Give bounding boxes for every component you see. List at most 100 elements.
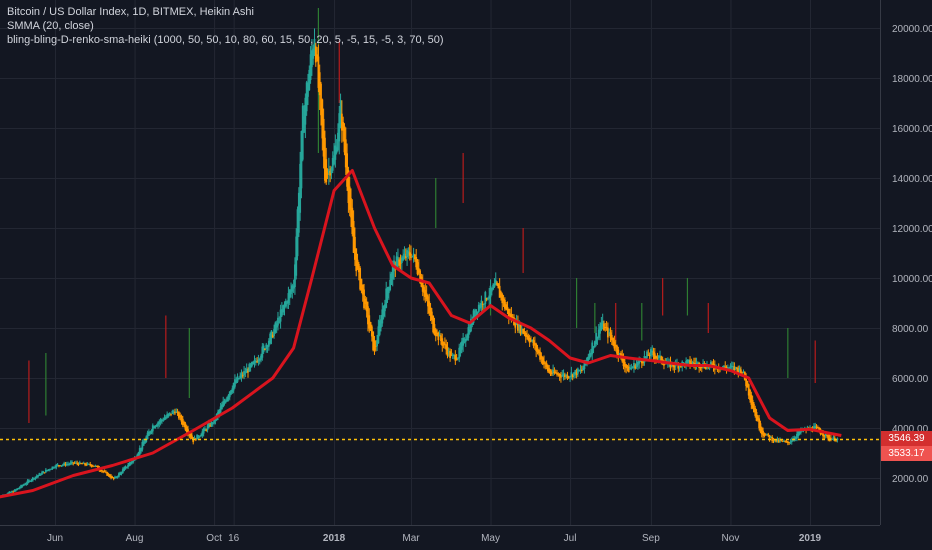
candle-body xyxy=(50,468,52,470)
heikin-ashi-candles xyxy=(0,28,839,498)
candle-body xyxy=(724,366,727,368)
candle-body xyxy=(269,333,272,344)
candle-body xyxy=(771,436,774,442)
candle-body xyxy=(239,375,242,379)
time-axis[interactable]: Jun Aug Oct 16 2018 Mar May Jul Sep Nov 2019 xyxy=(47,533,822,544)
candle-body xyxy=(789,441,792,443)
candle-body xyxy=(797,431,800,437)
candle-body xyxy=(582,367,585,371)
candle-body xyxy=(447,351,450,353)
candle-body xyxy=(636,361,639,366)
candle-body xyxy=(639,360,642,362)
candle-body xyxy=(270,330,273,339)
candle-body xyxy=(86,463,89,465)
candle-body xyxy=(132,459,135,463)
candle-body xyxy=(831,438,834,440)
price-tick-label: 12000.00 xyxy=(892,224,932,235)
candle-body xyxy=(816,427,819,429)
candle-body xyxy=(814,425,817,429)
candle-body xyxy=(131,461,133,464)
candle-body xyxy=(672,364,674,367)
candle-body xyxy=(292,285,295,289)
time-tick-label: 16 xyxy=(228,533,240,544)
candle-body xyxy=(108,474,111,478)
candle-body xyxy=(532,340,535,346)
candle-body xyxy=(514,321,517,328)
candle-body xyxy=(18,487,21,489)
candle-body xyxy=(471,320,474,326)
symbol-title[interactable]: Bitcoin / US Dollar Index, 1D, BITMEX, H… xyxy=(7,6,254,18)
candle-body xyxy=(247,370,249,373)
candle-body xyxy=(827,435,830,440)
candle-body xyxy=(510,314,513,320)
candle-body xyxy=(437,332,440,341)
candle-body xyxy=(449,351,452,359)
candle-body xyxy=(180,416,183,422)
candle-body xyxy=(107,473,110,475)
candle-body xyxy=(490,287,493,292)
candle-body xyxy=(593,341,596,348)
candle-body xyxy=(498,285,501,298)
candle-body xyxy=(455,357,458,360)
candle-body xyxy=(492,284,495,290)
candle-body xyxy=(457,357,459,359)
candle-body xyxy=(55,464,58,468)
candle-body xyxy=(227,395,230,400)
smma-legend[interactable]: SMMA (20, close) xyxy=(7,20,94,32)
candle-body xyxy=(458,347,461,359)
candle-body xyxy=(438,334,441,337)
candle-body xyxy=(631,366,634,369)
candle-body xyxy=(686,359,689,363)
candle-body xyxy=(742,371,745,373)
candle-body xyxy=(226,397,229,402)
candle-body xyxy=(428,301,431,314)
candle-body xyxy=(282,305,285,313)
candle-body xyxy=(404,255,407,259)
candle-body xyxy=(730,366,733,368)
candle-body xyxy=(776,438,779,441)
candle-body xyxy=(815,427,818,429)
candle-body xyxy=(695,363,698,365)
candle-body xyxy=(12,491,15,493)
candle-body xyxy=(162,419,165,421)
indicator-legend[interactable]: bling-bling-D-renko-sma-heiki (1000, 50,… xyxy=(7,34,444,46)
candle-body xyxy=(832,436,835,440)
candle-body xyxy=(294,264,296,288)
candle-body xyxy=(424,289,427,297)
candle-body xyxy=(575,372,578,376)
candle-body xyxy=(287,293,290,304)
candle-body xyxy=(347,170,350,204)
price-axis[interactable]: 2000.00 4000.00 6000.00 8000.00 10000.00 1200… xyxy=(892,24,932,485)
candle-body xyxy=(758,418,761,429)
candle-body xyxy=(110,475,112,479)
candle-body xyxy=(340,113,343,131)
candle-body xyxy=(250,362,253,367)
candle-body xyxy=(537,349,540,354)
candle-body xyxy=(647,354,650,356)
candle-body xyxy=(579,369,582,371)
candle-body xyxy=(350,198,352,218)
candle-body xyxy=(389,279,392,291)
candle-body xyxy=(574,370,577,375)
candle-body xyxy=(729,365,732,368)
candle-body xyxy=(704,366,707,369)
candle-body xyxy=(141,441,144,450)
price-tick-label: 4000.00 xyxy=(892,424,929,435)
candle-body xyxy=(796,434,798,439)
candle-body xyxy=(597,329,600,338)
candle-body xyxy=(519,324,522,334)
candle-body xyxy=(473,315,476,317)
candle-body xyxy=(14,489,17,491)
candle-body xyxy=(618,353,621,355)
candle-body xyxy=(344,139,347,168)
candle-body xyxy=(690,362,693,365)
candle-body xyxy=(430,311,433,321)
candle-body xyxy=(480,300,483,308)
candle-body xyxy=(171,410,174,415)
candle-body xyxy=(54,467,56,469)
candle-body xyxy=(219,406,222,413)
candle-body xyxy=(560,375,562,378)
price-tick-label: 14000.00 xyxy=(892,174,932,185)
candle-body xyxy=(625,364,628,369)
